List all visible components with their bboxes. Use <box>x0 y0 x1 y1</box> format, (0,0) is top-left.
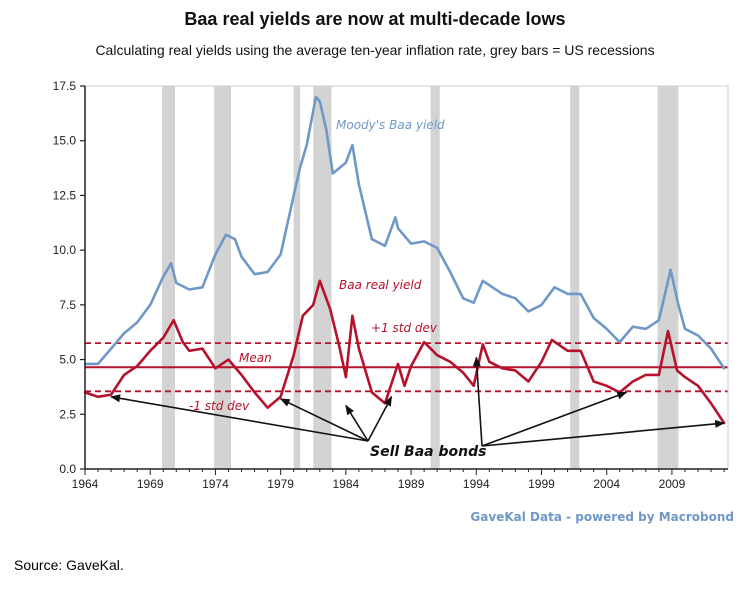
recession-bar-0 <box>161 86 175 469</box>
baa-yield-line <box>83 95 726 370</box>
recession-bar-1 <box>214 86 232 469</box>
annotations: Moody's Baa yield Baa real yield +1 std … <box>189 118 486 460</box>
sell-arrow-6 <box>481 419 726 447</box>
blue-series-label: Moody's Baa yield <box>336 118 445 132</box>
x-tick-label-7: 1999 <box>528 477 555 491</box>
recession-bar-4 <box>430 86 440 469</box>
plus-std-label: +1 std dev <box>371 321 438 335</box>
sell-arrow-2 <box>345 404 369 442</box>
x-tick-label-5: 1989 <box>398 477 425 491</box>
red-series-label: Baa real yield <box>339 278 422 292</box>
chart-svg: 0.0 2.5 5.0 7.5 10.0 12.5 15.0 17.5 1964 1969 1974… <box>53 79 734 524</box>
x-tick-label-6: 1994 <box>463 477 490 491</box>
recession-bar-3 <box>313 86 332 469</box>
minus-std-label: -1 std dev <box>189 399 250 413</box>
y-tick-label-3: 7.5 <box>59 298 76 312</box>
chart-title: Baa real yields are now at multi-decade … <box>184 9 566 29</box>
chart-subtitle: Calculating real yields using the averag… <box>95 42 655 58</box>
recession-bar-5 <box>570 86 580 469</box>
recession-bar-2 <box>293 86 301 469</box>
y-tick-label-1: 2.5 <box>59 407 76 421</box>
sell-arrow-3 <box>367 395 393 442</box>
x-tick-label-2: 1974 <box>202 477 229 491</box>
x-tick-label-9: 2009 <box>659 477 686 491</box>
x-tick-label-3: 1979 <box>267 477 294 491</box>
sell-label: Sell Baa bonds <box>370 444 486 460</box>
y-tick-label-0: 0.0 <box>59 462 76 476</box>
sell-arrow-0 <box>110 394 369 442</box>
x-tick-label-4: 1984 <box>333 477 360 491</box>
recession-bars <box>161 86 679 469</box>
sell-arrows <box>110 356 726 447</box>
sell-arrow-5 <box>481 391 628 447</box>
baa-real-yield-line <box>83 279 726 425</box>
y-tick-label-5: 12.5 <box>53 188 77 202</box>
chart-credit: GaveKal Data - powered by Macrobond <box>470 510 734 524</box>
axes: 0.0 2.5 5.0 7.5 10.0 12.5 15.0 17.5 1964 1969 1974… <box>53 79 729 491</box>
y-tick-label-7: 17.5 <box>53 79 77 93</box>
series-lines <box>83 95 726 425</box>
y-tick-label-4: 10.0 <box>53 243 77 257</box>
x-tick-label-0: 1964 <box>72 477 99 491</box>
mean-label: Mean <box>239 351 272 365</box>
sell-arrow-1 <box>279 398 369 442</box>
source-note: Source: GaveKal. <box>14 557 124 573</box>
y-tick-label-6: 15.0 <box>53 134 77 148</box>
y-tick-label-2: 5.0 <box>59 353 76 367</box>
x-tick-label-8: 2004 <box>593 477 620 491</box>
sell-arrow-4 <box>472 356 483 447</box>
x-tick-label-1: 1969 <box>137 477 164 491</box>
